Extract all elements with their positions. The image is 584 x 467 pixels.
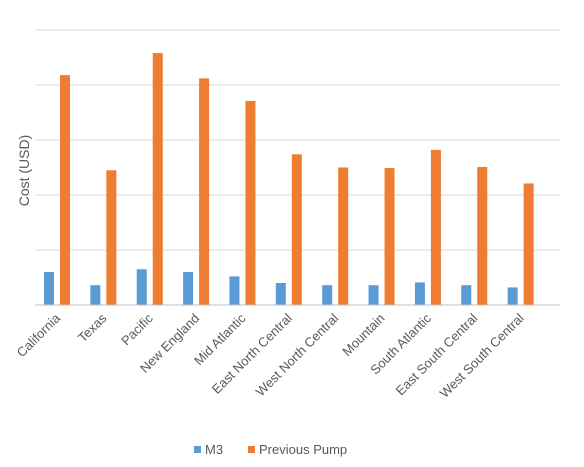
y-axis-title: Cost (USD) xyxy=(16,135,32,207)
bar-previous-pump-east-south-central xyxy=(477,166,488,305)
bar-m3-california xyxy=(44,272,54,305)
bar-m3-east-north-central xyxy=(275,283,286,305)
bar-m3-mid-atlantic xyxy=(229,276,240,305)
bar-previous-pump-west-south-central xyxy=(523,183,534,305)
legend-swatch xyxy=(194,446,201,453)
gridlines xyxy=(35,29,560,251)
bar-previous-pump-east-north-central xyxy=(291,154,302,305)
x-tick-label: West North Central xyxy=(253,310,342,399)
bar-previous-pump-mountain xyxy=(384,168,395,305)
bar-m3-pacific xyxy=(136,269,147,305)
bar-previous-pump-new-england xyxy=(199,78,210,306)
bar-m3-west-south-central xyxy=(507,287,518,305)
x-tick-label: West South Central xyxy=(437,310,527,400)
bar-previous-pump-south-atlantic xyxy=(430,149,441,305)
legend-label: Previous Pump xyxy=(259,442,347,457)
bar-m3-texas xyxy=(90,285,101,305)
bar-m3-east-south-central xyxy=(461,285,472,305)
bar-previous-pump-california xyxy=(60,75,70,305)
x-tick-label: Mountain xyxy=(339,311,387,359)
bar-previous-pump-texas xyxy=(106,170,117,305)
x-tick-label: East North Central xyxy=(209,310,295,396)
x-tick-label: Pacific xyxy=(118,310,156,348)
bars xyxy=(44,53,534,306)
bar-m3-south-atlantic xyxy=(414,282,425,305)
bar-m3-mountain xyxy=(368,285,379,305)
bar-m3-west-north-central xyxy=(322,285,333,305)
legend-label: M3 xyxy=(205,442,223,457)
x-tick-label: California xyxy=(14,310,64,360)
bar-previous-pump-west-north-central xyxy=(338,167,349,305)
x-tick-label: Texas xyxy=(75,310,110,345)
legend-swatch xyxy=(248,446,255,453)
bar-previous-pump-pacific xyxy=(152,53,163,305)
bar-m3-new-england xyxy=(183,272,194,305)
legend: M3 Previous Pump xyxy=(194,442,347,457)
x-tick-label: East South Central xyxy=(393,310,481,398)
bar-previous-pump-mid-atlantic xyxy=(245,100,256,305)
